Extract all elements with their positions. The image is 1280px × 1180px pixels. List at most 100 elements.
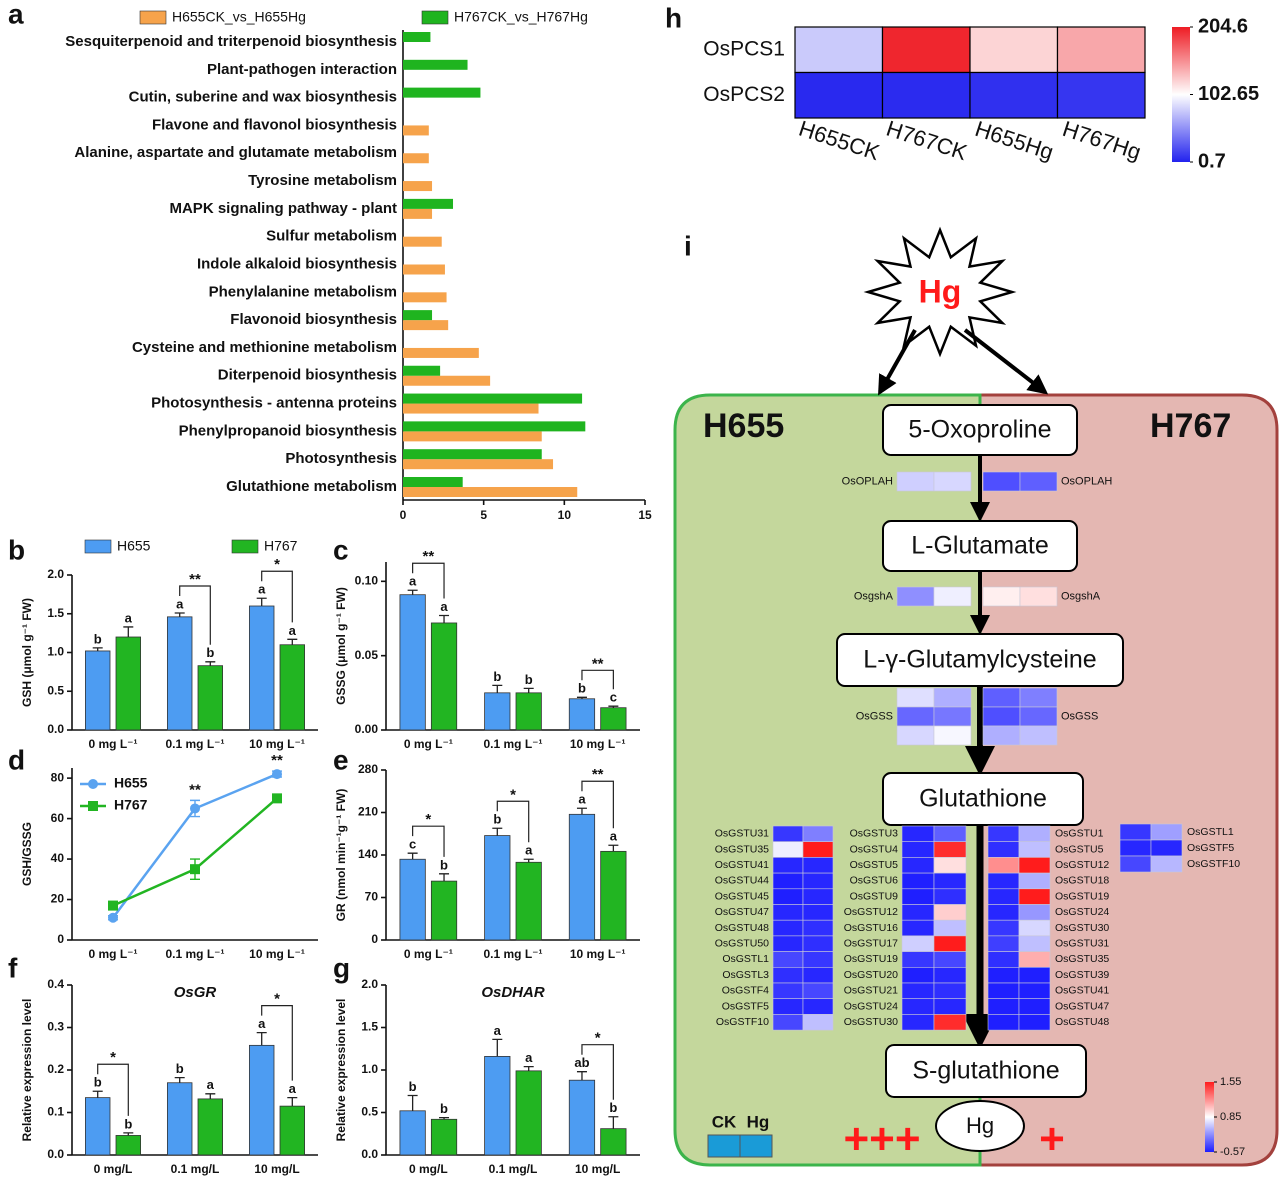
row-label: OsPCS1 <box>703 37 785 60</box>
heat-cell <box>802 951 834 968</box>
error-bar <box>92 647 103 651</box>
group-letter: a <box>578 792 586 807</box>
heat-cell <box>802 982 834 999</box>
bar <box>403 236 442 247</box>
heat-cell <box>901 951 935 968</box>
bar <box>430 880 458 941</box>
error-bar <box>576 807 587 815</box>
category-label: Photosynthesis <box>285 450 397 467</box>
bar <box>568 1079 596 1156</box>
x-tick-label: 0.1 mg L⁻¹ <box>483 737 542 751</box>
cultivar-title: H767 <box>1150 407 1231 445</box>
category-label: Tyrosine metabolism <box>248 172 397 189</box>
y-tick-label: 0.4 <box>47 977 64 991</box>
gene-label: OsGSTU9 <box>850 890 899 902</box>
heat-cell <box>772 825 804 842</box>
legend-label: H655 <box>117 538 151 554</box>
y-tick-label: 60 <box>51 811 65 825</box>
heat-cell <box>987 966 1020 984</box>
heat-cell <box>901 966 935 984</box>
node-box <box>885 1044 1087 1098</box>
gene-label: OsGSTU39 <box>1055 969 1109 981</box>
error-bar <box>492 684 503 693</box>
y-tick-label: 0.10 <box>355 573 379 587</box>
bar <box>85 650 111 731</box>
group-letter: a <box>525 1050 533 1065</box>
heat-cell <box>881 26 971 74</box>
heat-cell <box>933 706 972 727</box>
error-bar <box>92 1090 103 1098</box>
gene-label: OsGSTU12 <box>844 906 898 918</box>
error-bar <box>523 858 534 863</box>
marker <box>108 912 118 923</box>
metal-ellipse <box>935 1100 1025 1152</box>
significance-bracket <box>581 669 614 690</box>
category-label: Flavone and flavonol biosynthesis <box>152 116 397 133</box>
group-letter: a <box>207 1077 215 1092</box>
y-tick-label: 0.3 <box>47 1020 64 1034</box>
gene-label: OsGSTU48 <box>715 922 769 934</box>
category-label: Sulfur metabolism <box>266 228 397 245</box>
gene-label: OsGSTU20 <box>844 969 898 981</box>
colorbar <box>1172 27 1190 162</box>
retention-level: +++ <box>843 1115 920 1164</box>
group-letter: b <box>440 857 448 872</box>
y-axis-label: GSSG (μmol g⁻¹ FW) <box>334 587 348 705</box>
heat-cell <box>1119 855 1152 873</box>
significance-bracket <box>581 780 614 829</box>
heat-cell <box>772 982 804 999</box>
heat-cell <box>1018 982 1051 999</box>
marker <box>88 779 98 789</box>
bar <box>515 1070 542 1156</box>
enzyme-label: OsOPLAH <box>1061 475 1112 487</box>
heat-cell <box>933 857 967 874</box>
heat-cell <box>901 857 935 874</box>
heat-cell <box>987 982 1020 999</box>
gene-label: OsGSTU19 <box>844 953 898 965</box>
heat-cell <box>794 26 884 74</box>
gene-label: OsGSTU45 <box>715 890 769 902</box>
group-letter: a <box>289 623 297 638</box>
node-box <box>882 772 1084 826</box>
y-tick-label: 0.0 <box>47 1147 64 1161</box>
category-label: Glutathione metabolism <box>226 478 397 495</box>
colorbar-label: 102.65 <box>1198 83 1259 105</box>
gene-label: OsGSTU50 <box>715 938 769 950</box>
bar <box>248 605 275 731</box>
heat-cell <box>1018 841 1051 858</box>
bar <box>85 1097 111 1156</box>
marker <box>272 769 282 780</box>
x-tick-label: 0 <box>400 508 407 522</box>
significance-label: * <box>425 811 431 828</box>
bar <box>399 1110 426 1156</box>
heat-cell <box>802 857 834 874</box>
bar <box>430 1118 458 1156</box>
gene-label: OsGSTU35 <box>1055 953 1109 965</box>
heat-cell <box>987 872 1020 890</box>
heat-cell <box>987 1014 1020 1031</box>
significance-label: ** <box>271 752 283 769</box>
error-bar <box>407 589 418 595</box>
metabolite: S-glutathione <box>912 1057 1059 1085</box>
legend-label: H767 <box>114 797 148 813</box>
x-tick-label: 10 <box>558 508 572 522</box>
retention-level: + <box>1039 1115 1065 1164</box>
enzyme-label: OsgshA <box>854 590 894 602</box>
significance-label: ** <box>422 548 434 565</box>
heat-cell <box>772 857 804 874</box>
bar <box>403 449 542 460</box>
x-tick-label: 10 mg/L <box>575 1162 620 1176</box>
bar <box>248 1044 275 1156</box>
heat-cell <box>933 966 967 984</box>
heat-cell <box>1019 687 1058 708</box>
bar <box>403 431 542 442</box>
error-bar <box>439 1116 450 1120</box>
heat-cell <box>794 71 884 119</box>
x-tick-label: 0.1 mg L⁻¹ <box>165 947 224 961</box>
bar <box>600 707 627 731</box>
arrow <box>963 328 1049 395</box>
error-bar <box>407 852 418 860</box>
error-bar <box>576 696 587 699</box>
x-tick-label: 0 mg L⁻¹ <box>88 947 137 961</box>
heat-cell <box>1018 857 1051 874</box>
